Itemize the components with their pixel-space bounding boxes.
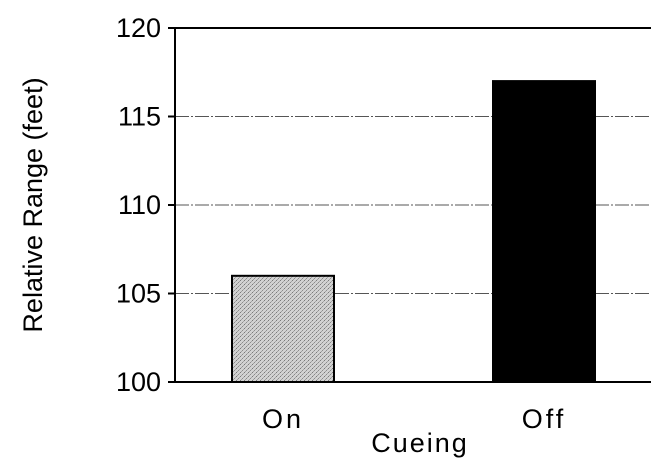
y-tick-labels: 100 105 110 115 120 [116,13,161,397]
y-tick-label: 115 [118,102,161,132]
y-axis-title: Relative Range (feet) [18,77,48,332]
bar-on [231,274,335,383]
x-axis-title: Cueing [371,428,469,458]
x-category-labels: On Off [262,404,567,434]
bars [231,80,596,383]
x-category-label: Off [522,404,567,434]
y-tick-label: 100 [116,367,161,397]
y-tick-label: 105 [116,279,161,309]
y-tick-label: 110 [118,190,161,220]
y-tick-label: 120 [116,13,161,43]
x-category-label: On [262,404,304,434]
bar-off [492,80,596,383]
